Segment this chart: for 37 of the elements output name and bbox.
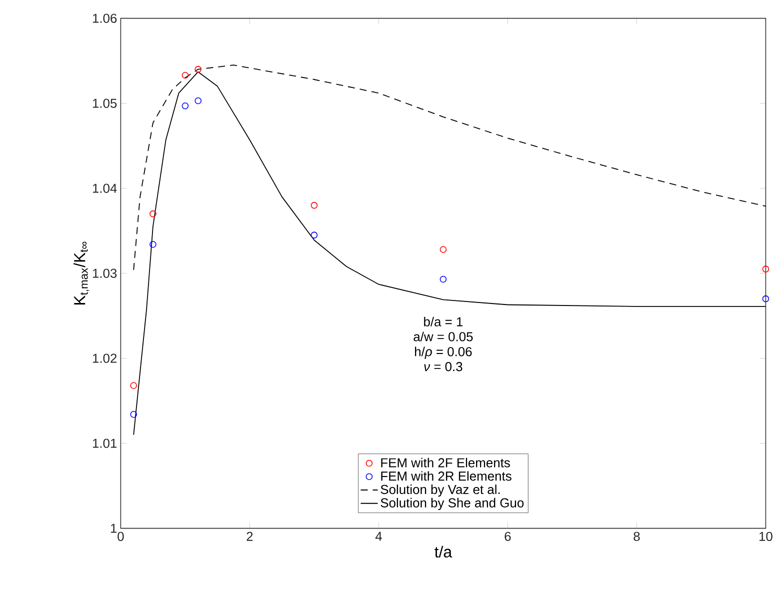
x-tick-label: 10 [759, 532, 772, 541]
annotation: ν = 0.3 [424, 362, 462, 372]
y-tick-label: 1.03 [92, 268, 117, 278]
annotation: h/ρ = 0.06 [415, 346, 472, 359]
legend-label: Solution by Vaz et al. [380, 484, 500, 497]
point [194, 97, 202, 104]
y-tick-label: 1 [110, 524, 117, 533]
point [762, 266, 770, 272]
x-tick-label: 2 [246, 532, 253, 541]
point [762, 295, 770, 302]
point [310, 232, 318, 238]
y-tick-label: 1.04 [92, 184, 117, 193]
point [150, 210, 156, 218]
y-axis-title: K$_{t,max}$/K$_{t∞}$ [74, 242, 90, 304]
point [130, 382, 137, 389]
legend-label: FEM with 2R Elements [381, 471, 512, 481]
x-axis-title: t/a [434, 546, 452, 558]
y-tick-label: 1.01 [92, 438, 117, 448]
y-tick-label: 1.06 [92, 14, 117, 23]
x-tick-label: 0 [118, 532, 124, 541]
x-tick-label: 4 [375, 532, 382, 541]
x-tick-label: 6 [504, 532, 511, 541]
y-tick-label: 1.05 [92, 98, 117, 108]
legend-label: Solution by She and Guo [380, 498, 524, 510]
annotation: b/a = 1 [424, 316, 463, 326]
point [310, 202, 318, 209]
legend-label: FEM with 2F Elements [381, 458, 510, 468]
point [150, 241, 156, 248]
y-tick-label: 1.02 [92, 354, 117, 363]
point [130, 411, 137, 418]
point [440, 276, 447, 283]
x-tick-label: 8 [634, 532, 640, 541]
point [182, 72, 189, 79]
point [182, 102, 189, 110]
annotation: a/w = 0.05 [414, 332, 473, 342]
point [440, 246, 447, 253]
point [194, 66, 202, 73]
